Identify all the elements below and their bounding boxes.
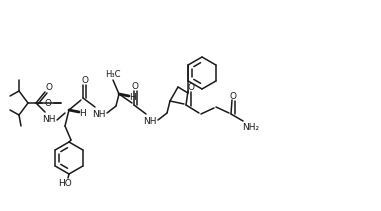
Text: NH₂: NH₂ xyxy=(242,123,259,131)
Text: NH: NH xyxy=(42,115,56,123)
Text: H: H xyxy=(129,92,135,101)
Text: O: O xyxy=(45,83,53,92)
Text: O: O xyxy=(132,81,139,91)
Text: H: H xyxy=(78,108,85,118)
Text: NH: NH xyxy=(143,116,157,126)
Text: O: O xyxy=(45,99,51,107)
Text: O: O xyxy=(187,83,194,92)
Text: H₃C: H₃C xyxy=(105,69,121,78)
Text: HO: HO xyxy=(58,179,72,188)
Text: O: O xyxy=(229,92,237,100)
Text: O: O xyxy=(81,76,88,84)
Text: NH: NH xyxy=(92,110,106,119)
